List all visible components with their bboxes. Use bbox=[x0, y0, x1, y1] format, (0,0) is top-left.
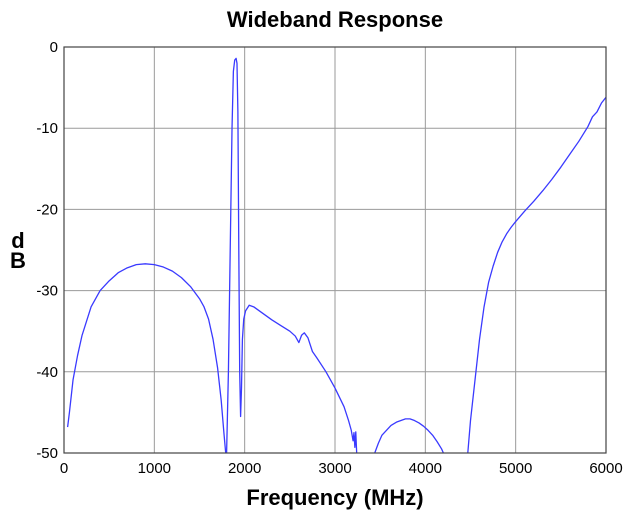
x-tick-label: 6000 bbox=[589, 460, 622, 477]
y-tick-label: -20 bbox=[36, 201, 58, 218]
series-line-segment bbox=[467, 96, 606, 453]
y-tick-label: -40 bbox=[36, 364, 58, 381]
y-tick-label: -10 bbox=[36, 120, 58, 137]
x-axis-ticks: 0 1000 2000 3000 4000 5000 6000 bbox=[60, 460, 623, 477]
y-tick-label: -50 bbox=[36, 445, 58, 462]
x-tick-label: 2000 bbox=[228, 460, 261, 477]
series-line-segment bbox=[374, 418, 444, 453]
y-tick-label: -30 bbox=[36, 283, 58, 300]
x-tick-label: 4000 bbox=[409, 460, 442, 477]
chart-title: Wideband Response bbox=[227, 7, 443, 32]
x-tick-label: 3000 bbox=[318, 460, 351, 477]
x-axis-label: Frequency (MHz) bbox=[246, 485, 423, 510]
x-tick-label: 1000 bbox=[138, 460, 171, 477]
y-axis-ticks: 0 -10 -20 -30 -40 -50 bbox=[36, 39, 58, 462]
grid bbox=[63, 46, 607, 454]
plot-area bbox=[66, 57, 606, 453]
series-line-segment bbox=[66, 263, 227, 453]
x-tick-label: 5000 bbox=[499, 460, 532, 477]
x-tick-label: 0 bbox=[60, 460, 68, 477]
plot-frame bbox=[63, 46, 607, 454]
y-tick-label: 0 bbox=[50, 39, 58, 56]
series-line-segment bbox=[225, 57, 358, 453]
